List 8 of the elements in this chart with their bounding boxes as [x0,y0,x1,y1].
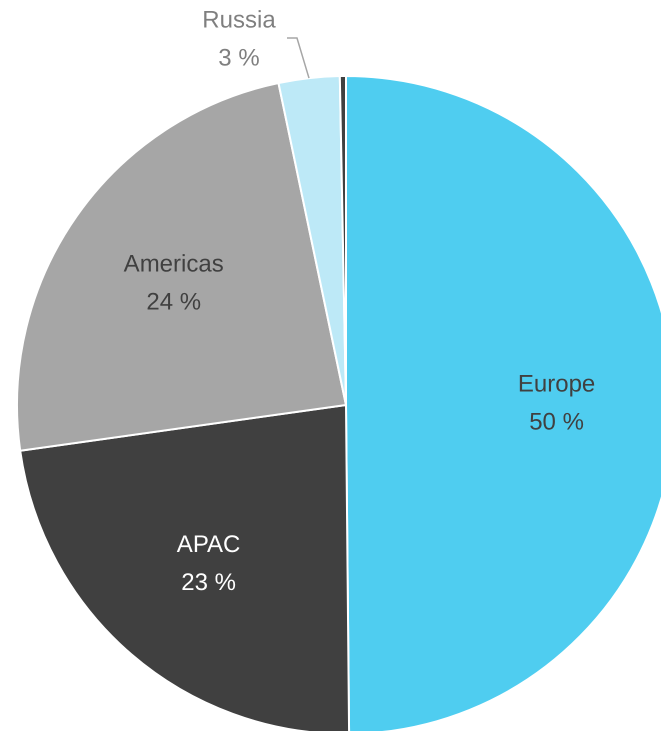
data-label: 24 % [146,288,202,316]
data-label: 23 % [181,569,236,596]
data-label: 3 % [218,44,260,72]
slice-label: APAC [176,531,240,558]
slice-label: Russia [202,6,276,34]
slice-label: Europe [518,370,596,398]
data-label: 50 % [529,408,584,436]
slice-label: Americas [124,250,224,278]
